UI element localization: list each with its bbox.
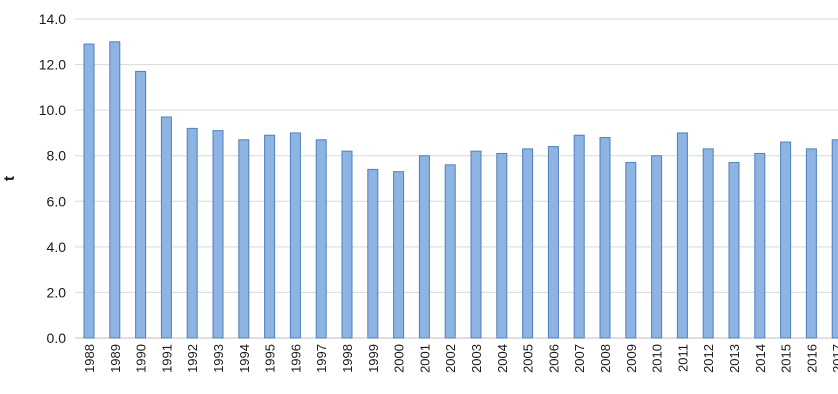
bar-2011	[676, 132, 688, 339]
x-tick-label: 2016	[804, 344, 819, 373]
x-tick-label: 2009	[624, 344, 639, 373]
bar-2006	[547, 146, 559, 339]
bar-2004	[496, 152, 508, 339]
bar-2014	[754, 152, 766, 339]
bar-2010	[651, 155, 663, 339]
x-tick-label: 1998	[340, 344, 355, 373]
y-axis-label: t	[1, 176, 18, 181]
x-tick-label: 2002	[443, 344, 458, 373]
bar-2013	[728, 162, 740, 339]
x-tick-label: 2007	[572, 344, 587, 373]
bar-1989	[109, 41, 121, 339]
x-tick-label: 2015	[779, 344, 794, 373]
y-tick-label: 6.0	[47, 193, 67, 209]
x-tick-label: 2001	[417, 344, 432, 373]
x-tick-label: 1995	[263, 344, 278, 373]
bar-2003	[470, 150, 482, 339]
x-tick-label: 1997	[314, 344, 329, 373]
bar-1998	[341, 150, 353, 339]
bar-1997	[315, 139, 327, 339]
x-tick-label: 1989	[108, 344, 123, 373]
bar-2016	[805, 148, 817, 339]
x-tick-label: 1993	[211, 344, 226, 373]
bars	[83, 41, 838, 339]
x-tick-label: 1996	[288, 344, 303, 373]
y-tick-label: 8.0	[47, 148, 67, 164]
y-tick-label: 4.0	[47, 239, 67, 255]
bar-1999	[367, 168, 379, 339]
bar-2007	[573, 134, 585, 339]
bar-2001	[418, 155, 430, 339]
bar-1996	[289, 132, 301, 339]
x-tick-label: 2017	[830, 344, 838, 373]
bar-1992	[186, 127, 198, 339]
bar-2002	[444, 164, 456, 339]
x-tick-label: 1991	[159, 344, 174, 373]
bar-2017	[831, 139, 838, 339]
y-tick-label: 2.0	[47, 284, 67, 300]
bar-2000	[393, 171, 405, 339]
x-tick-label: 1988	[82, 344, 97, 373]
bar-2009	[625, 162, 637, 339]
x-tick-label: 2006	[546, 344, 561, 373]
x-tick-label: 1999	[366, 344, 381, 373]
x-tick-label: 2005	[521, 344, 536, 373]
x-tick-label: 2008	[598, 344, 613, 373]
x-tick-label: 2013	[727, 344, 742, 373]
bar-2005	[522, 148, 534, 339]
x-tick-label: 1992	[185, 344, 200, 373]
bar-1994	[238, 139, 250, 339]
y-axis-ticks: 0.0 2.0 4.0 6.0 8.0 10.0 12.0 14.0	[39, 11, 66, 346]
x-tick-label: 2014	[753, 344, 768, 373]
x-tick-label: 2003	[469, 344, 484, 373]
x-tick-label: 2012	[701, 344, 716, 373]
x-tick-label: 2010	[650, 344, 665, 373]
y-tick-label: 10.0	[39, 102, 66, 118]
x-tick-label: 1994	[237, 344, 252, 373]
y-tick-label: 0.0	[47, 330, 67, 346]
x-tick-label: 2000	[392, 344, 407, 373]
bar-1991	[160, 116, 172, 339]
bar-2008	[599, 136, 611, 339]
gridlines	[75, 18, 838, 339]
y-tick-label: 12.0	[39, 57, 66, 73]
bar-1990	[135, 70, 147, 339]
x-tick-label: 1990	[134, 344, 149, 373]
x-axis-ticks: 1988 1989 1990 1991 1992 1993 1994 1995 1996 1997…	[82, 344, 838, 373]
bar-1988	[83, 43, 95, 339]
x-tick-label: 2011	[675, 344, 690, 372]
bar-1995	[264, 134, 276, 339]
bar-2015	[780, 141, 792, 339]
y-tick-label: 14.0	[39, 11, 66, 27]
bar-2012	[702, 148, 714, 339]
x-tick-label: 2004	[495, 344, 510, 373]
bar-1993	[212, 130, 224, 339]
